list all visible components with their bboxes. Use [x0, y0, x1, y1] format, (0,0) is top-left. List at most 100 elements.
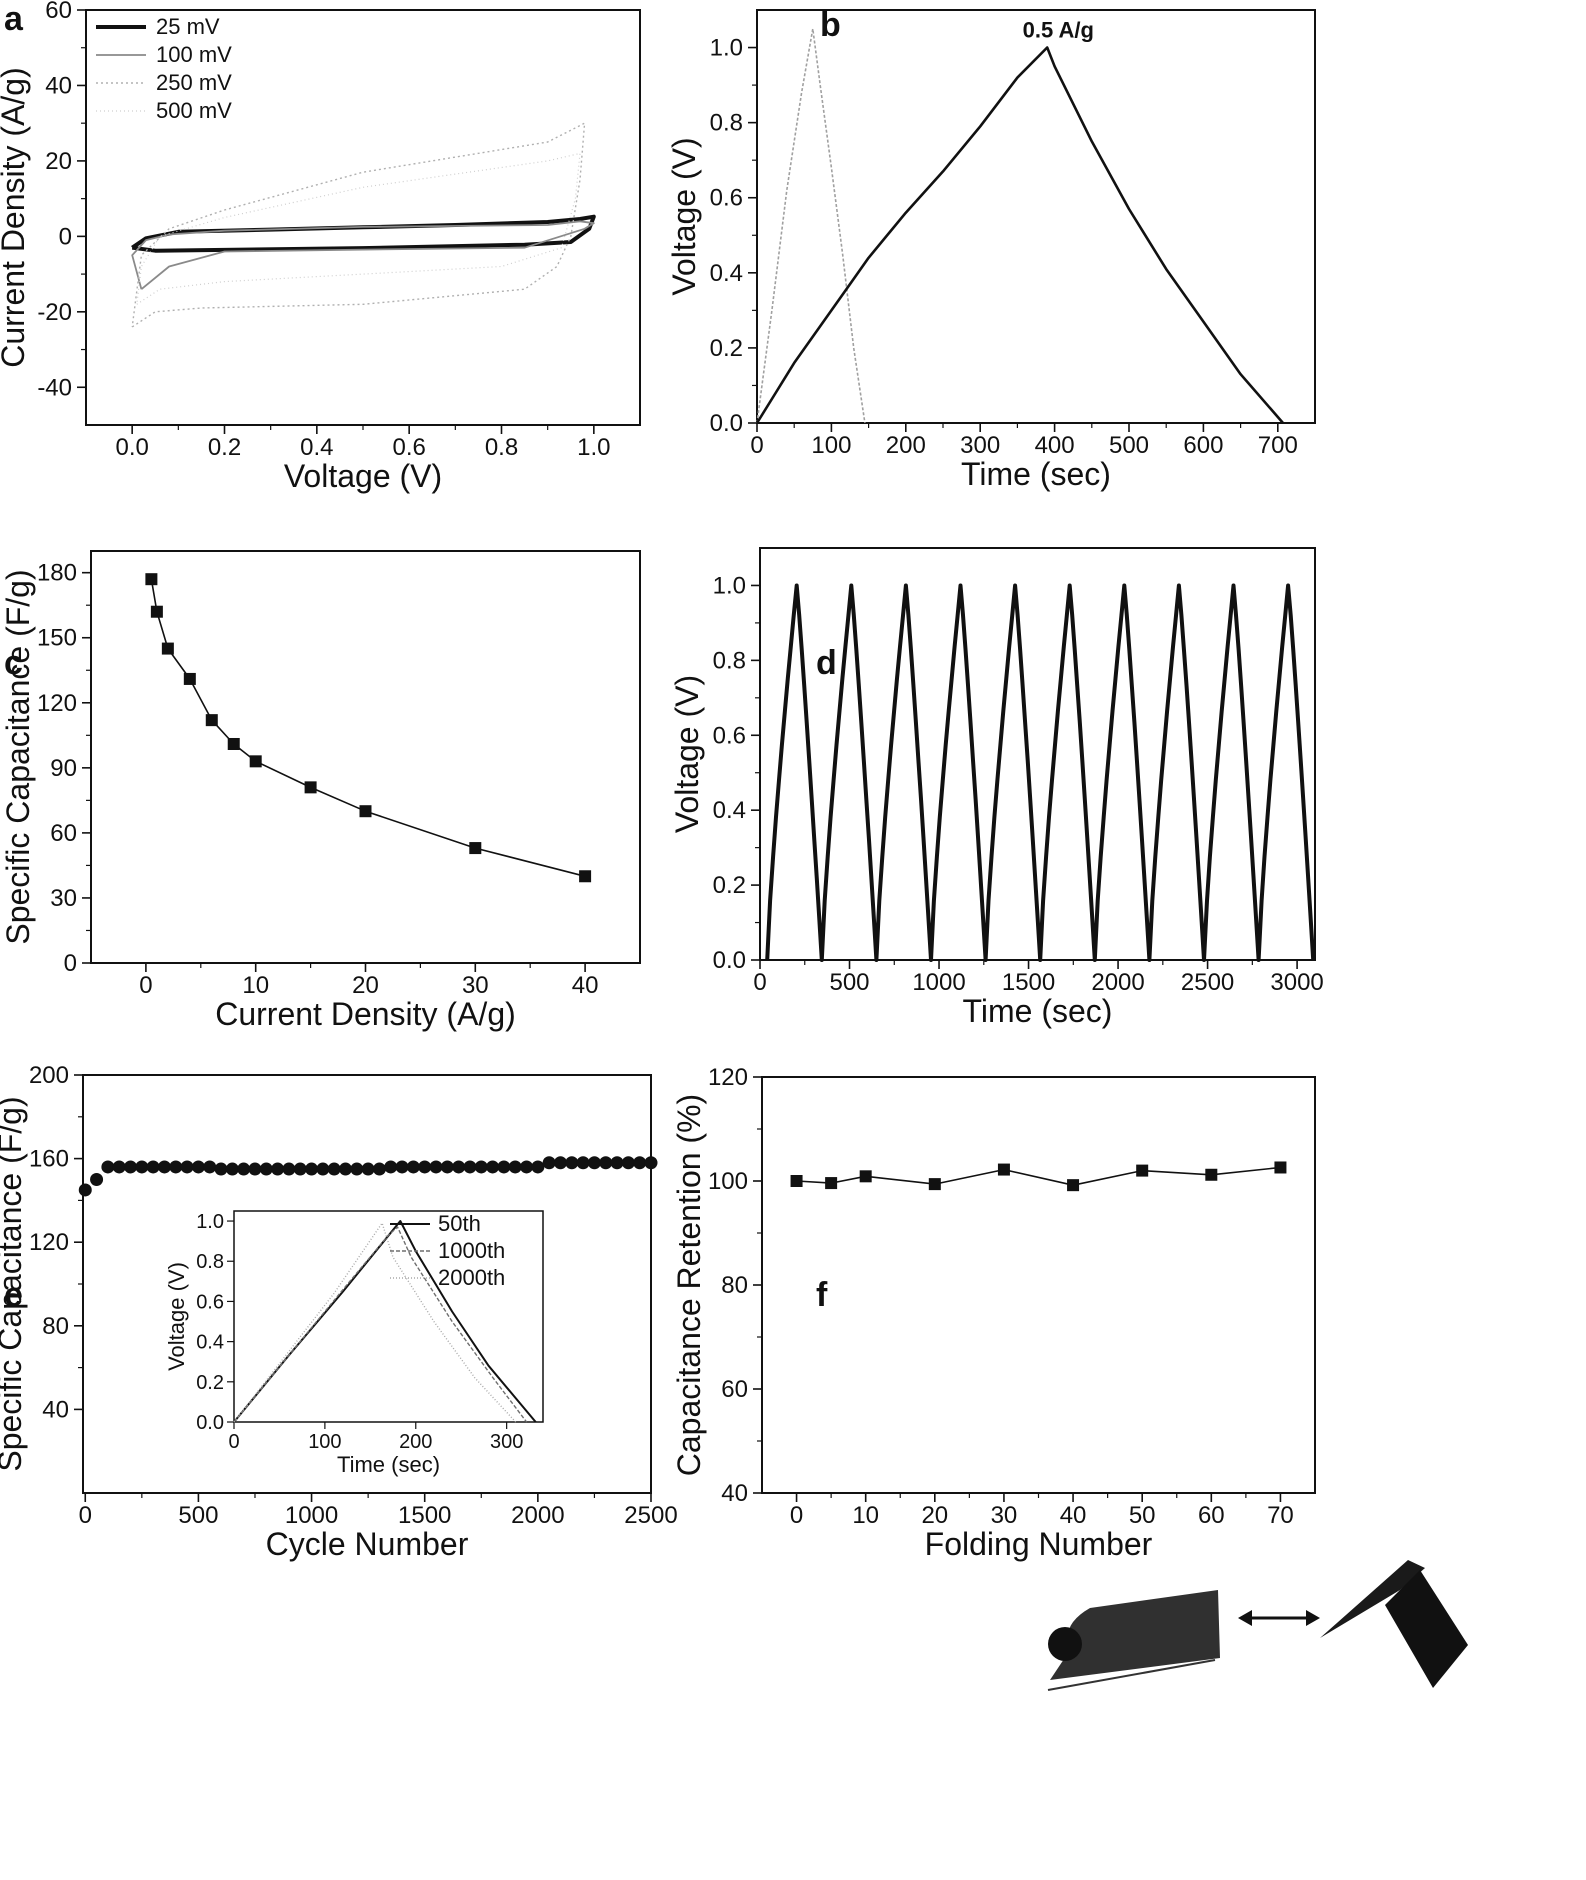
b-ytick-label: 0.0 [710, 410, 743, 437]
f-marker-6 [1067, 1179, 1080, 1192]
b-xtick-label: 100 [811, 432, 851, 459]
f-ytick-label: 40 [721, 1480, 748, 1507]
d-xtick-label: 500 [829, 969, 869, 996]
a-ytick-label: -20 [37, 299, 72, 326]
e-point-19 [282, 1162, 296, 1176]
a-xtick-label: 0.8 [485, 434, 518, 461]
e-point-14 [225, 1162, 239, 1176]
a-series-1-line [131, 214, 596, 253]
e-ytick-label: 160 [29, 1146, 69, 1173]
f-xtick-label: 30 [991, 1502, 1018, 1529]
e-point-46 [587, 1156, 601, 1170]
a-xtick-label: 0.4 [300, 434, 333, 461]
e-inset-legend-label-2: 1000th [438, 1238, 505, 1263]
e-point-47 [599, 1156, 613, 1170]
b-xtick-label: 300 [960, 432, 1000, 459]
e-inset-ytick-label: 0.0 [196, 1412, 224, 1434]
e-point-20 [293, 1162, 307, 1176]
film-edge-line [1047, 1659, 1216, 1691]
f-plot-frame [761, 1076, 1316, 1494]
c-xtick-label: 30 [462, 972, 489, 999]
c-marker-5 [205, 714, 218, 727]
a-xtick-label: 0.6 [392, 434, 425, 461]
panel-a: a 0.0 0.2 0.4 0.6 0.8 1.0 -40 -20 0 20 40 60 Voltage… [0, 0, 641, 494]
e-point-8 [157, 1160, 171, 1174]
b-annotation: 0.5 A/g [1023, 18, 1094, 43]
e-point-39 [508, 1160, 522, 1174]
f-xtick-label: 50 [1129, 1502, 1156, 1529]
e-point-41 [531, 1160, 545, 1174]
a-legend-label-1: 25 mV [156, 14, 220, 39]
b-slow-curve [755, 46, 1284, 424]
e-xtick-label: 500 [178, 1502, 218, 1529]
c-ytick-label: 90 [50, 755, 77, 782]
d-x-axis-title: Time (sec) [963, 993, 1113, 1029]
a-ytick-label: 20 [45, 148, 72, 175]
c-ytick-label: 150 [37, 625, 77, 652]
folded-film-lower [1385, 1570, 1468, 1688]
c-series-line [150, 579, 586, 878]
b-plot-frame [756, 9, 1316, 424]
e-inset-xtick-label: 0 [228, 1431, 239, 1453]
f-marker-7 [1136, 1164, 1149, 1177]
e-point-1 [78, 1183, 92, 1197]
e-point-27 [372, 1162, 386, 1176]
e-point-26 [361, 1162, 375, 1176]
c-xtick-label: 0 [139, 972, 152, 999]
f-xtick-label: 20 [921, 1502, 948, 1529]
b-fast-curve [756, 27, 866, 424]
c-marker-9 [359, 805, 372, 818]
e-point-17 [259, 1162, 273, 1176]
double-arrow-left-head [1238, 1610, 1252, 1626]
e-point-40 [520, 1160, 534, 1174]
e-point-3 [101, 1160, 115, 1174]
e-point-33 [440, 1160, 454, 1174]
e-point-16 [248, 1162, 262, 1176]
e-point-34 [452, 1160, 466, 1174]
e-point-28 [384, 1160, 398, 1174]
a-legend-label-3: 250 mV [156, 70, 232, 95]
d-xtick-label: 2500 [1181, 969, 1234, 996]
a-xtick-label: 0.0 [115, 434, 148, 461]
e-point-15 [237, 1162, 251, 1176]
c-ytick-label: 0 [64, 950, 77, 977]
a-ytick-label: -40 [37, 374, 72, 401]
b-xtick-label: 200 [886, 432, 926, 459]
e-ytick-label: 120 [29, 1229, 69, 1256]
e-point-24 [339, 1162, 353, 1176]
e-point-4 [112, 1160, 126, 1174]
e-point-48 [610, 1156, 624, 1170]
e-point-36 [474, 1160, 488, 1174]
panel-c-letter: c [4, 644, 23, 682]
d-ytick-label: 0.4 [713, 797, 746, 824]
double-arrow-right-head [1306, 1610, 1320, 1626]
e-xtick-label: 1500 [398, 1502, 451, 1529]
f-marker-1 [790, 1175, 803, 1187]
panel-b: b 0 100 200 300 400 500 600 700 0.0 0.2 0.4 0.6 0.8 1… [666, 6, 1316, 492]
c-marker-1 [145, 573, 158, 586]
a-legend-label-4: 500 mV [156, 98, 232, 123]
c-xtick-label: 20 [352, 972, 379, 999]
c-plot-frame [90, 550, 641, 964]
e-point-29 [395, 1160, 409, 1174]
b-ytick-label: 0.6 [710, 185, 743, 212]
panel-a-letter: a [4, 0, 24, 38]
e-point-49 [621, 1156, 635, 1170]
f-ytick-label: 60 [721, 1376, 748, 1403]
d-ytick-label: 0.2 [713, 872, 746, 899]
e-inset-legend-label-3: 2000th [438, 1265, 505, 1290]
a-x-axis-title: Voltage (V) [284, 458, 442, 494]
f-ytick-label: 100 [708, 1168, 748, 1195]
e-ytick-label: 40 [42, 1396, 69, 1423]
e-point-43 [553, 1156, 567, 1170]
e-x-axis-title: Cycle Number [266, 1526, 469, 1562]
b-ytick-label: 0.2 [710, 335, 743, 362]
e-xtick-label: 2000 [511, 1502, 564, 1529]
d-cycling-line [765, 583, 1316, 962]
e-inset-ytick-label: 0.8 [196, 1251, 224, 1273]
f-xtick-label: 10 [852, 1502, 879, 1529]
e-point-30 [406, 1160, 420, 1174]
panel-e: e 0 500 1000 1500 2000 25004080120160200Cycle… [0, 1062, 678, 1562]
e-point-32 [429, 1160, 443, 1174]
